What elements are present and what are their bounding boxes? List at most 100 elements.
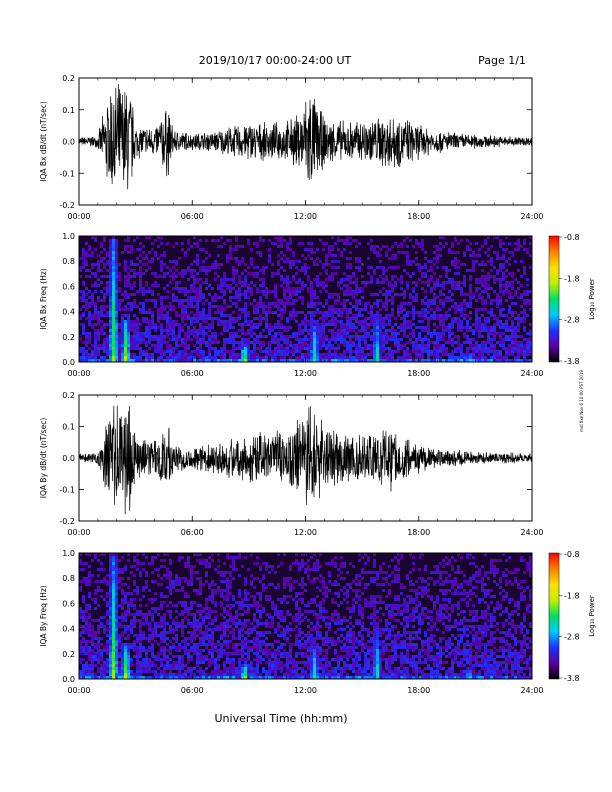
spectrogram-cell (100, 242, 103, 245)
spectrogram-cell (331, 317, 334, 320)
spectrogram-cell (163, 673, 166, 676)
spectrogram-cell (226, 622, 229, 625)
spectrogram-cell (196, 335, 199, 338)
spectrogram-cell (208, 269, 211, 272)
spectrogram-cell (430, 269, 433, 272)
spectrogram-cell (328, 359, 331, 362)
spectrogram-cell (100, 311, 103, 314)
spectrogram-cell (109, 610, 112, 613)
spectrogram-cell (250, 320, 253, 323)
spectrogram-cell (130, 338, 133, 341)
spectrogram-cell (436, 317, 439, 320)
spectrogram-cell (91, 350, 94, 353)
spectrogram-cell (85, 335, 88, 338)
spectrogram-cell (154, 592, 157, 595)
spectrogram-cell (190, 311, 193, 314)
spectrogram-cell (97, 619, 100, 622)
spectrogram-cell (199, 616, 202, 619)
spectrogram-cell (358, 353, 361, 356)
spectrogram-cell (295, 299, 298, 302)
spectrogram-cell (499, 320, 502, 323)
spectrogram-cell (169, 275, 172, 278)
spectrogram-cell (256, 302, 259, 305)
spectrogram-cell (466, 269, 469, 272)
spectrogram-cell (334, 299, 337, 302)
spectrogram-cell (187, 347, 190, 350)
spectrogram-cell (160, 317, 163, 320)
spectrogram-cell (187, 338, 190, 341)
spectrogram-cell (343, 350, 346, 353)
spectrogram-cell (370, 359, 373, 362)
spectrogram-cell (484, 350, 487, 353)
spectrogram-cell (118, 347, 121, 350)
x-tick-label: 24:00 (520, 528, 543, 537)
spectrogram-cell (427, 305, 430, 308)
spectrogram-cell (478, 317, 481, 320)
spectrogram-cell (115, 302, 118, 305)
spectrogram-cell (235, 320, 238, 323)
spectrogram-cell (148, 658, 151, 661)
spectrogram-cell (373, 329, 376, 332)
spectrogram-cell (112, 254, 115, 257)
spectrogram-cell (292, 344, 295, 347)
spectrogram-cell (82, 670, 85, 673)
spectrogram-cell (403, 317, 406, 320)
spectrogram-cell (202, 631, 205, 634)
spectrogram-cell (184, 347, 187, 350)
spectrogram-cell (151, 598, 154, 601)
y-axis-title: IQA By dB/dt (nT/sec) (39, 418, 48, 499)
spectrogram-cell (187, 335, 190, 338)
spectrogram-cell (184, 601, 187, 604)
spectrogram-cell (271, 326, 274, 329)
spectrogram-cell (361, 359, 364, 362)
spectrogram-cell (217, 658, 220, 661)
spectrogram-cell (286, 299, 289, 302)
spectrogram-cell (103, 359, 106, 362)
spectrogram-cell (148, 640, 151, 643)
spectrogram-cell (214, 266, 217, 269)
spectrogram-cell (82, 601, 85, 604)
spectrogram-cell (136, 553, 139, 556)
spectrogram-cell (202, 640, 205, 643)
spectrogram-cell (112, 667, 115, 670)
spectrogram-cell (196, 634, 199, 637)
spectrogram-cell (223, 293, 226, 296)
spectrogram-cell (205, 278, 208, 281)
spectrogram-cell (394, 317, 397, 320)
spectrogram-cell (310, 320, 313, 323)
spectrogram-cell (184, 646, 187, 649)
spectrogram-cell (481, 290, 484, 293)
spectrogram-cell (445, 281, 448, 284)
spectrogram-cell (211, 610, 214, 613)
spectrogram-cell (160, 302, 163, 305)
spectrogram-cell (187, 278, 190, 281)
spectrogram-cell (187, 670, 190, 673)
spectrogram-cell (115, 673, 118, 676)
spectrogram-cell (223, 278, 226, 281)
spectrogram-cell (85, 287, 88, 290)
spectrogram-cell (103, 323, 106, 326)
spectrogram-cell (151, 290, 154, 293)
spectrogram-cell (88, 553, 91, 556)
spectrogram-cell (463, 254, 466, 257)
spectrogram-cell (142, 251, 145, 254)
spectrogram-cell (241, 323, 244, 326)
spectrogram-cell (79, 610, 82, 613)
spectrogram-cell (184, 565, 187, 568)
spectrogram-cell (118, 571, 121, 574)
spectrogram-cell (112, 601, 115, 604)
spectrogram-cell (340, 326, 343, 329)
spectrogram-cell (220, 625, 223, 628)
spectrogram-cell (232, 257, 235, 260)
spectrogram-cell (109, 574, 112, 577)
spectrogram-cell (187, 556, 190, 559)
spectrogram-cell (415, 353, 418, 356)
spectrogram-cell (466, 338, 469, 341)
spectrogram-cell (106, 601, 109, 604)
spectrogram-cell (358, 308, 361, 311)
spectrogram-cell (220, 613, 223, 616)
spectrogram-cell (133, 281, 136, 284)
spectrogram-cell (178, 350, 181, 353)
spectrogram-cell (424, 263, 427, 266)
spectrogram-cell (133, 580, 136, 583)
